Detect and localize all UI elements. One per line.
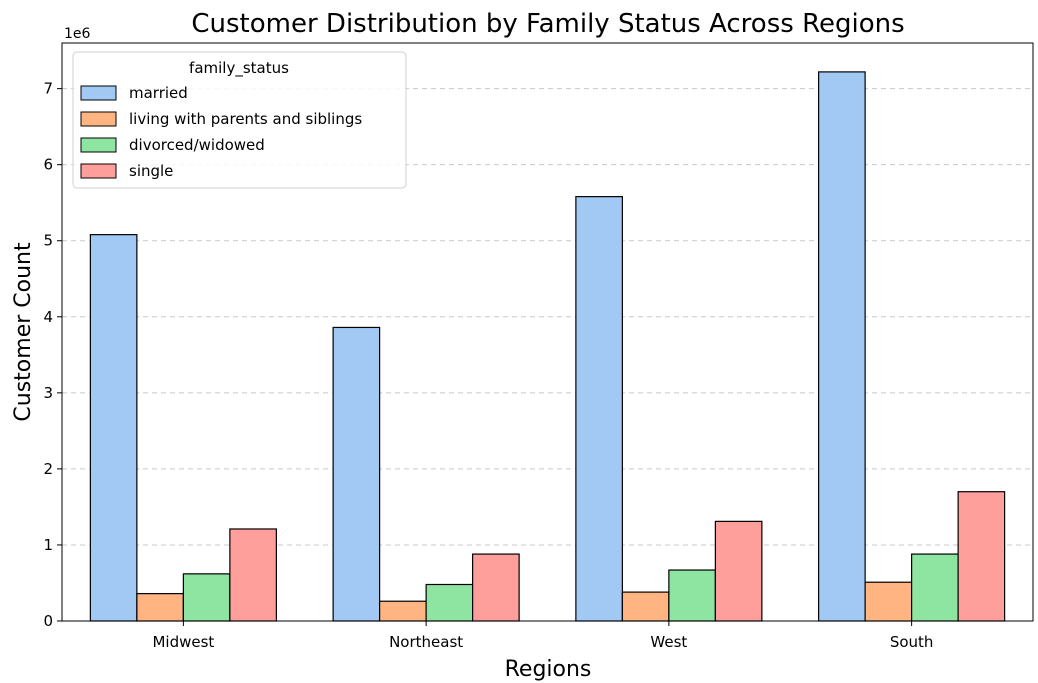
bar-west-divorced-widowed: [668, 569, 716, 622]
y-tick-label: 0: [43, 612, 53, 630]
bar-midwest-single: [229, 528, 277, 622]
bar-west-married: [575, 196, 623, 622]
legend-frame: [72, 51, 407, 189]
x-axis: Midwest Northeast West South: [152, 621, 933, 651]
legend-label: single: [129, 162, 173, 180]
bar-northeast-divorced-widowed: [425, 583, 474, 622]
y-axis: 0 1 2 3 4 5 6 7: [43, 80, 62, 630]
bar-northeast-married: [332, 326, 381, 622]
bar-midwest-married: [89, 234, 138, 622]
plot-frame: [61, 42, 1034, 622]
bar-midwest-living-with-parents-and-siblings: [136, 593, 184, 622]
bar-midwest-divorced-widowed: [182, 573, 231, 622]
bar-south-divorced-widowed: [911, 553, 959, 622]
y-tick-label: 2: [43, 460, 53, 478]
legend-label: divorced/widowed: [129, 136, 265, 154]
bar-west-single: [714, 520, 763, 622]
y-tick-label: 5: [43, 232, 53, 250]
bar-south-living-with-parents-and-siblings: [864, 581, 913, 622]
y-axis-label: Customer Count: [11, 242, 36, 422]
chart-title: Customer Distribution by Family Status A…: [191, 9, 904, 39]
x-tick-label: West: [650, 633, 687, 651]
legend-swatch: [80, 111, 117, 127]
bar-south-married: [818, 71, 866, 622]
bars-group: [89, 71, 1006, 622]
y-tick-label: 7: [43, 80, 53, 98]
y-tick-label: 3: [43, 384, 53, 402]
x-axis-label: Regions: [505, 657, 592, 682]
y-multiplier-label: 1e6: [64, 26, 91, 42]
bar-northeast-single: [472, 553, 520, 622]
legend-swatch: [80, 85, 117, 101]
y-tick-label: 1: [43, 536, 53, 554]
legend-swatch: [80, 137, 117, 153]
bar-northeast-living-with-parents-and-siblings: [379, 600, 427, 622]
bar-west-living-with-parents-and-siblings: [621, 591, 670, 622]
legend-swatch: [80, 163, 117, 179]
y-tick-label: 4: [43, 308, 53, 326]
legend-label: living with parents and siblings: [129, 110, 362, 128]
x-tick-label: Northeast: [389, 633, 463, 651]
legend-title: family_status: [189, 59, 289, 78]
x-tick-label: Midwest: [152, 633, 214, 651]
bar-south-single: [957, 491, 1006, 622]
y-tick-label: 6: [43, 156, 53, 174]
x-tick-label: South: [890, 633, 934, 651]
legend-label: married: [129, 84, 188, 102]
